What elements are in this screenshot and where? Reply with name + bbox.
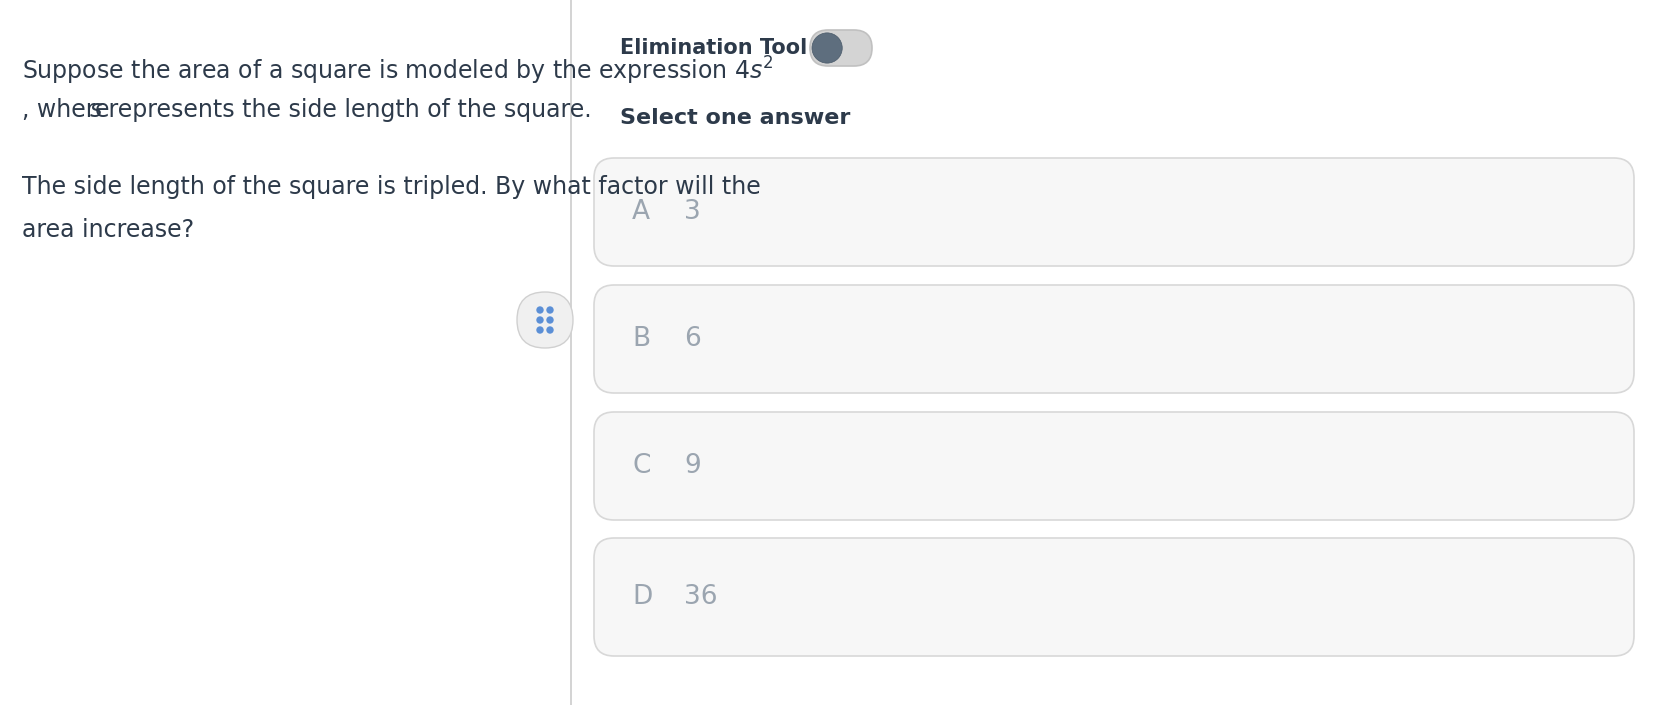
- Text: represents the side length of the square.: represents the side length of the square…: [101, 98, 591, 122]
- Text: 3: 3: [684, 199, 700, 225]
- Text: , where: , where: [22, 98, 118, 122]
- FancyBboxPatch shape: [594, 538, 1633, 656]
- Text: Elimination Tool: Elimination Tool: [621, 38, 808, 58]
- FancyBboxPatch shape: [594, 412, 1633, 520]
- Text: C: C: [632, 453, 650, 479]
- Circle shape: [536, 307, 543, 313]
- Text: 9: 9: [684, 453, 700, 479]
- Text: A: A: [632, 199, 650, 225]
- Text: Suppose the area of a square is modeled by the expression $4s^2$: Suppose the area of a square is modeled …: [22, 55, 773, 87]
- Text: 6: 6: [684, 326, 700, 352]
- Text: 36: 36: [684, 584, 718, 610]
- Circle shape: [813, 33, 842, 63]
- Text: area increase?: area increase?: [22, 218, 194, 242]
- Text: The side length of the square is tripled. By what factor will the: The side length of the square is tripled…: [22, 175, 761, 199]
- Text: s: s: [89, 98, 103, 122]
- FancyBboxPatch shape: [594, 158, 1633, 266]
- Text: D: D: [632, 584, 652, 610]
- Circle shape: [548, 327, 553, 333]
- Text: B: B: [632, 326, 650, 352]
- Circle shape: [536, 327, 543, 333]
- Text: Select one answer: Select one answer: [621, 108, 851, 128]
- FancyBboxPatch shape: [516, 292, 573, 348]
- Circle shape: [536, 317, 543, 323]
- FancyBboxPatch shape: [594, 285, 1633, 393]
- Circle shape: [548, 317, 553, 323]
- FancyBboxPatch shape: [809, 30, 872, 66]
- Circle shape: [548, 307, 553, 313]
